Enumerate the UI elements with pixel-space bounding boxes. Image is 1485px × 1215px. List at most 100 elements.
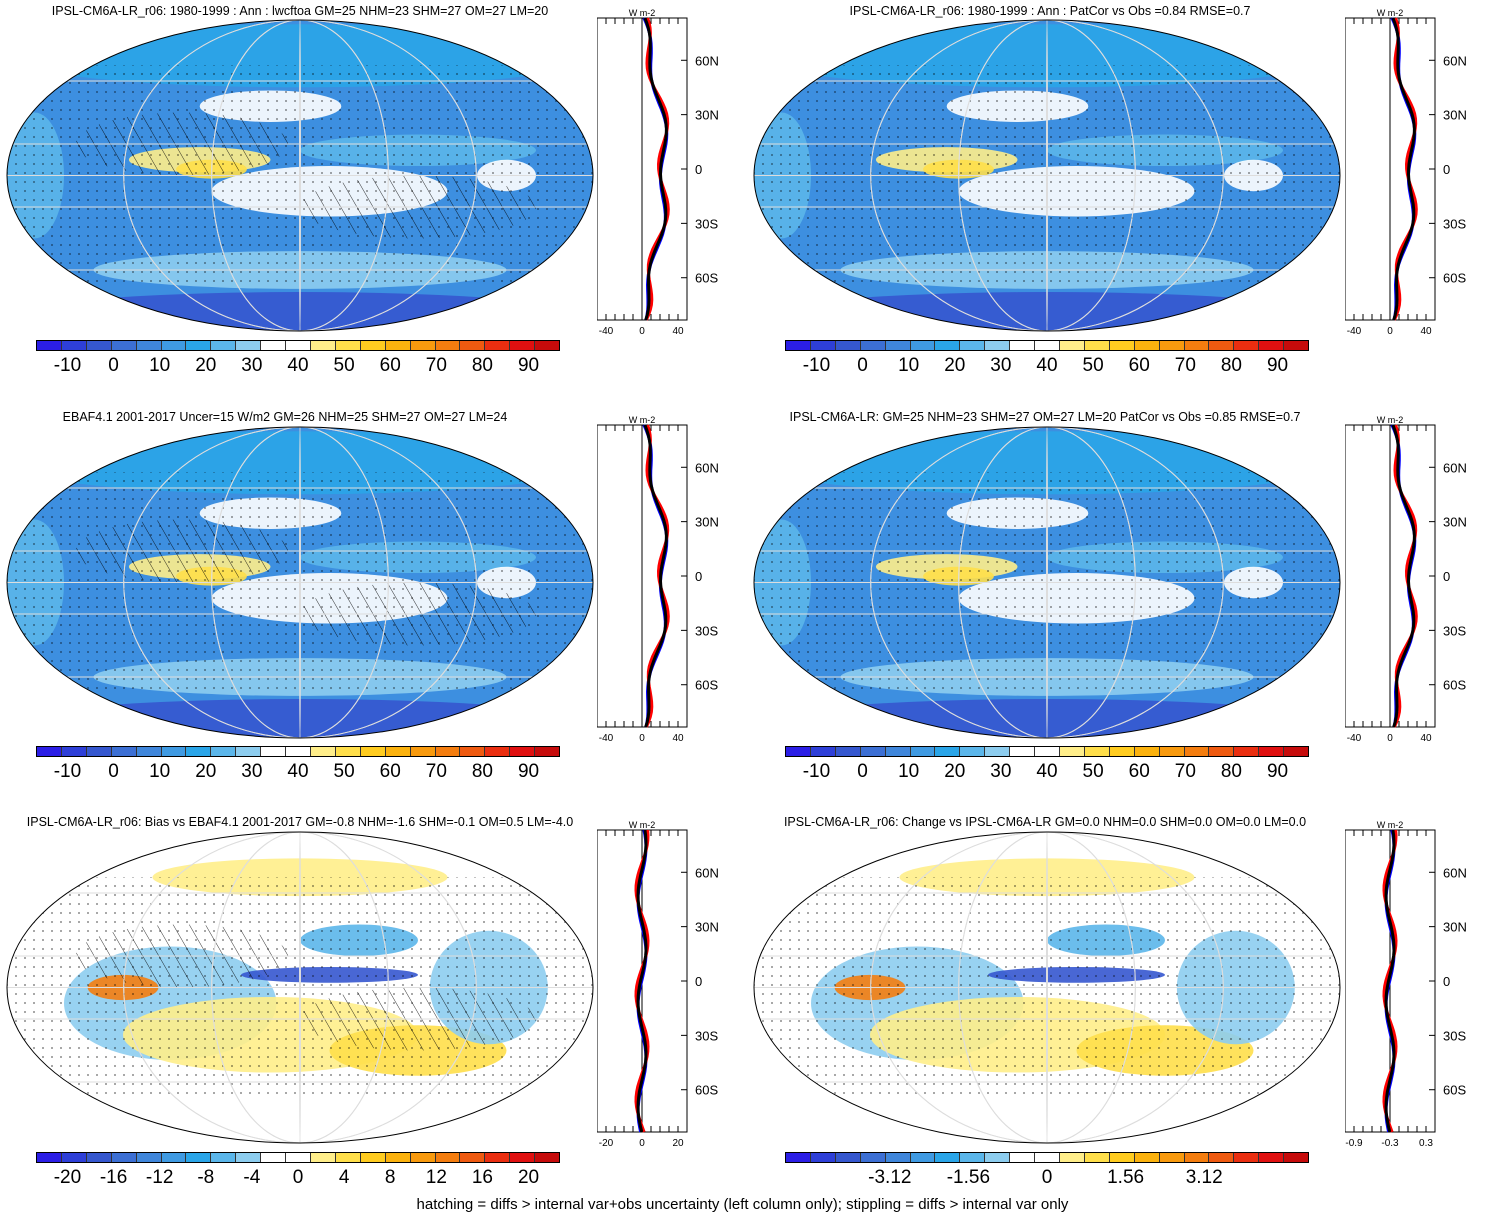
colorbar-swatch <box>410 1153 436 1162</box>
colorbar-swatch <box>1109 1153 1135 1162</box>
colorbar-swatch <box>136 747 162 756</box>
zonal-lat-label: 60N <box>695 460 719 475</box>
colorbar-tick-label: 60 <box>379 355 401 376</box>
colorbar-tick-label: 50 <box>1082 761 1104 782</box>
colorbar-5 <box>36 1152 560 1163</box>
zonal-lat-label: 30S <box>1443 216 1466 231</box>
colorbar-tick-label: 80 <box>1220 761 1243 782</box>
colorbar-swatch <box>985 747 1011 756</box>
zonal-x-tick-label: 0 <box>639 1138 645 1149</box>
colorbar-swatch <box>286 1153 311 1162</box>
colorbar-swatch <box>61 341 87 350</box>
panel-title-1: IPSL-CM6A-LR_r06: 1980-1999 : Ann : lwcf… <box>51 4 549 18</box>
colorbar-swatch <box>1084 747 1110 756</box>
colorbar-swatch <box>360 1153 386 1162</box>
zonal-x-tick-label: -40 <box>1347 733 1362 744</box>
colorbar-tick-label: 40 <box>1036 355 1058 376</box>
colorbar-swatch <box>1010 747 1036 756</box>
colorbar-swatch <box>860 1153 886 1162</box>
colorbar-swatch <box>186 1153 212 1162</box>
zonal-x-tick-label: 40 <box>1420 733 1432 744</box>
colorbar-tick-label: 40 <box>287 355 309 376</box>
colorbar-swatch <box>1059 747 1085 756</box>
colorbar-tick-label: -3.12 <box>868 1167 912 1188</box>
colorbar-swatch <box>111 1153 137 1162</box>
zonal-lat-label: 60S <box>1443 1083 1466 1098</box>
colorbar-tick-label: 90 <box>1266 355 1289 376</box>
colorbar-swatch <box>211 1153 237 1162</box>
colorbar-tick-label: -10 <box>802 761 831 782</box>
colorbar-tick-label: 40 <box>1036 761 1058 782</box>
map-panel-2 <box>752 18 1342 333</box>
colorbar-swatch <box>535 1153 560 1162</box>
colorbar-tick-label: 0 <box>292 1167 304 1188</box>
colorbar-tick-label: -10 <box>53 761 82 782</box>
zonal-mean-plot-2: W m-2 60N 30N 0 30S 60S -40 0 40 <box>1344 8 1485 345</box>
zonal-mean-plot-6: W m-2 60N 30N 0 30S 60S -0.9 -0.3 0.3 <box>1344 820 1485 1157</box>
colorbar-swatch <box>810 341 836 350</box>
zonal-lat-label: 30N <box>695 108 719 123</box>
colorbar-tick-label: 4 <box>338 1167 350 1188</box>
colorbar-swatch <box>1084 1153 1110 1162</box>
colorbar-swatch <box>186 341 212 350</box>
zonal-mean-plot-5: W m-2 60N 30N 0 30S 60S -20 0 20 <box>596 820 747 1157</box>
zonal-lat-label: 60N <box>1443 865 1467 880</box>
colorbar-swatch <box>211 747 237 756</box>
panel-title-2: IPSL-CM6A-LR_r06: 1980-1999 : Ann : PatC… <box>849 4 1251 18</box>
colorbar-swatch <box>1284 747 1309 756</box>
zonal-lat-label: 0 <box>695 569 702 584</box>
colorbar-swatch <box>410 747 436 756</box>
colorbar-swatch <box>460 341 486 350</box>
zonal-lat-label: 60S <box>695 271 718 286</box>
colorbar-tick-label: 90 <box>1266 761 1289 782</box>
colorbar-swatch <box>136 341 162 350</box>
colorbar-swatch <box>1109 747 1135 756</box>
colorbar-swatch <box>1184 747 1210 756</box>
colorbar-tick-label: 12 <box>425 1167 447 1188</box>
colorbar-swatch <box>335 747 361 756</box>
zonal-x-tick-label: 0 <box>1387 326 1393 337</box>
colorbar-tick-label: -20 <box>53 1167 82 1188</box>
colorbar-swatch <box>485 341 511 350</box>
colorbar-swatch <box>1109 341 1135 350</box>
colorbar-swatch <box>286 341 311 350</box>
colorbar-swatch <box>810 747 836 756</box>
zonal-lat-label: 60S <box>695 1083 718 1098</box>
zonal-x-tick-label: 0.3 <box>1419 1138 1433 1149</box>
colorbar-swatch <box>910 341 936 350</box>
colorbar-swatch <box>261 341 287 350</box>
colorbar-swatch <box>786 341 811 350</box>
colorbar-swatch <box>310 747 336 756</box>
colorbar-swatch <box>1209 1153 1235 1162</box>
zonal-lat-label: 0 <box>1443 162 1450 177</box>
colorbar-tick-label: 90 <box>517 355 540 376</box>
colorbar-swatch <box>37 341 62 350</box>
colorbar-tick-label: 10 <box>898 761 920 782</box>
colorbar-swatch <box>885 1153 911 1162</box>
colorbar-swatch <box>860 341 886 350</box>
colorbar-tick-label: -10 <box>802 355 831 376</box>
zonal-lat-label: 30S <box>1443 623 1466 638</box>
colorbar-tick-label: -4 <box>243 1167 261 1188</box>
colorbar-swatch <box>310 341 336 350</box>
zonal-x-tick-label: -0.9 <box>1345 1138 1363 1149</box>
zonal-x-tick-label: 20 <box>672 1138 684 1149</box>
colorbar-tick-label: 60 <box>379 761 401 782</box>
colorbar-swatch <box>360 341 386 350</box>
colorbar-swatch <box>360 747 386 756</box>
colorbar-tick-label: 80 <box>1220 355 1243 376</box>
zonal-mean-plot-1: W m-2 60N 30N 0 30S 60S -40 0 40 <box>596 8 747 345</box>
colorbar-tick-label: 10 <box>898 355 920 376</box>
colorbar-swatch <box>111 747 137 756</box>
colorbar-swatch <box>1134 1153 1160 1162</box>
colorbar-swatch <box>1234 1153 1260 1162</box>
colorbar-swatch <box>510 1153 536 1162</box>
panel-title-4: IPSL-CM6A-LR: GM=25 NHM=23 SHM=27 OM=27 … <box>789 410 1301 424</box>
panel-title-6: IPSL-CM6A-LR_r06: Change vs IPSL-CM6A-LR… <box>783 815 1307 829</box>
panel-title-5: IPSL-CM6A-LR_r06: Bias vs EBAF4.1 2001-2… <box>26 815 574 829</box>
colorbar-swatch <box>885 747 911 756</box>
colorbar-swatch <box>835 1153 861 1162</box>
map-panel-4 <box>752 425 1342 740</box>
colorbar-swatch <box>161 341 187 350</box>
colorbar-tick-label: 60 <box>1128 355 1150 376</box>
